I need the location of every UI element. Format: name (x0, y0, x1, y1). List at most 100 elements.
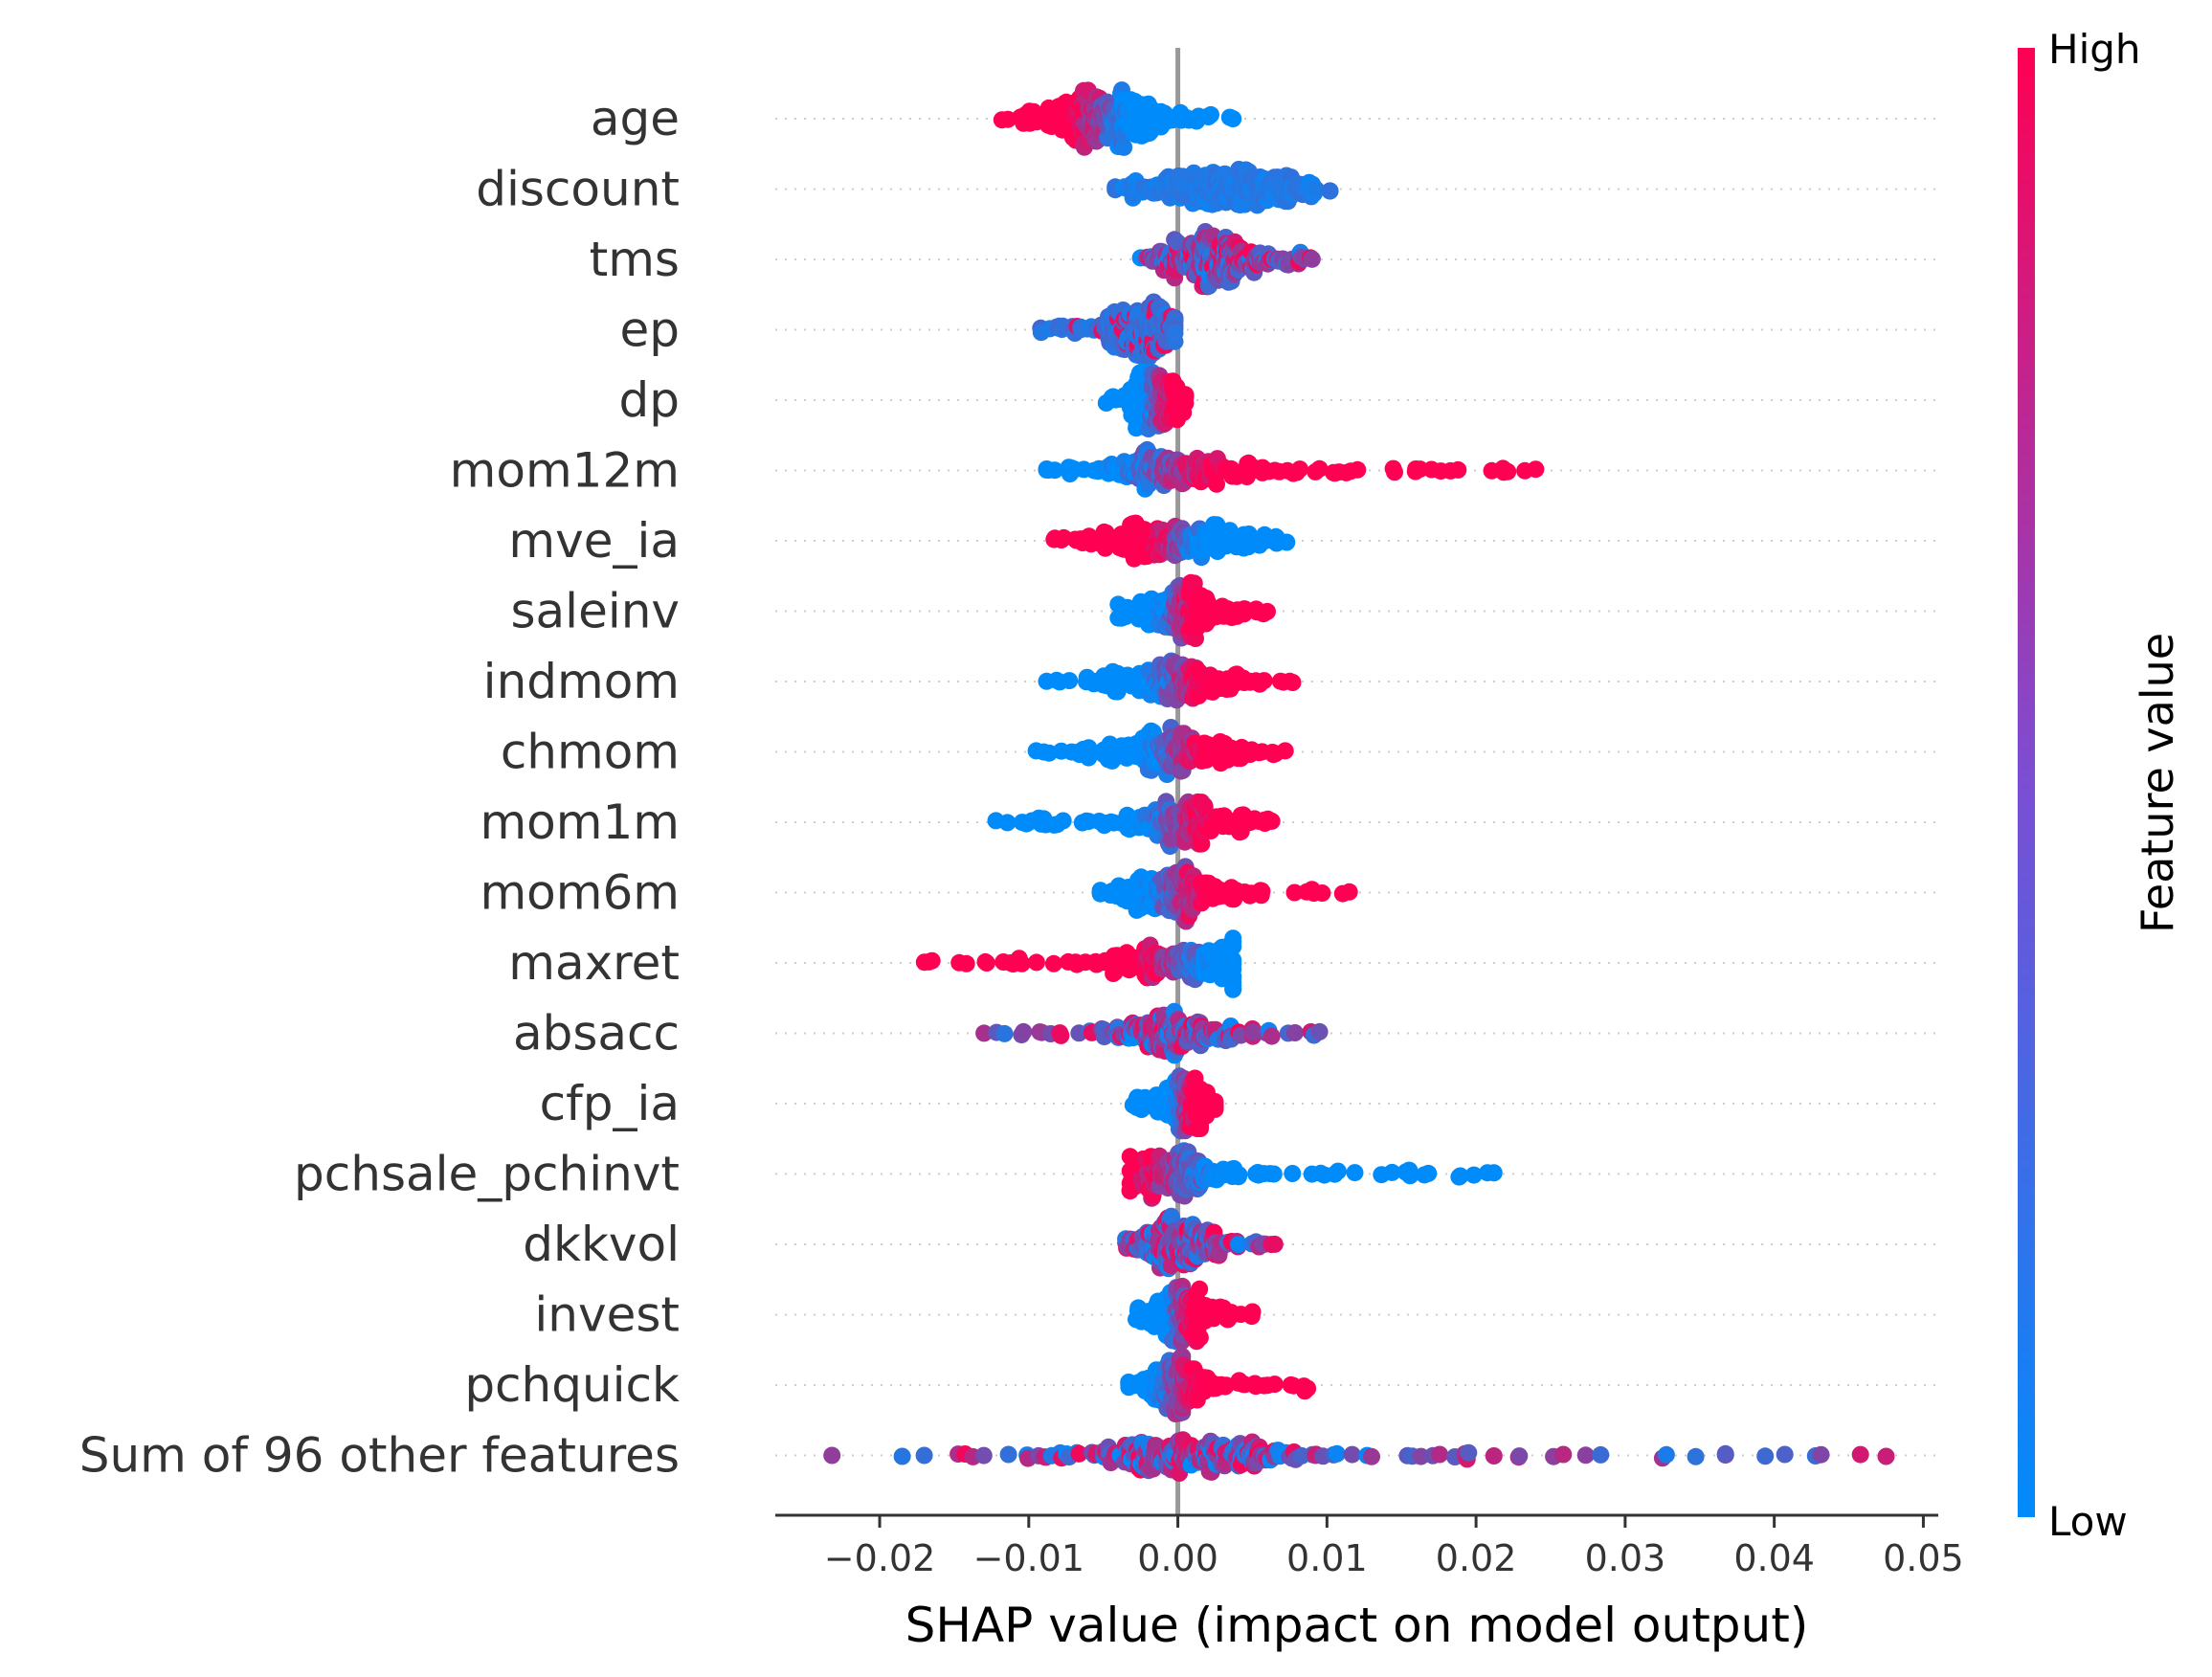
shap-point (1657, 1445, 1675, 1464)
shap-point (1262, 1027, 1281, 1045)
shap-point (1027, 953, 1045, 972)
feature-label: mom12m (450, 443, 680, 499)
x-tick-label: 0.03 (1585, 1537, 1666, 1579)
shap-point (893, 1447, 911, 1465)
shap-point (1253, 883, 1271, 901)
feature-label: indmom (483, 654, 680, 709)
shap-point (1328, 1444, 1346, 1463)
feature-label: dkkvol (523, 1217, 680, 1272)
shap-point (1169, 234, 1187, 252)
shap-point (1321, 182, 1339, 200)
row-gridlines (775, 118, 1938, 1457)
shap-point (1224, 110, 1242, 128)
colorbar-high-label: High (2048, 26, 2141, 73)
shap-point (977, 954, 995, 972)
shap-point (1291, 460, 1308, 479)
x-tick-label: 0.00 (1137, 1537, 1218, 1579)
shap-point (1877, 1447, 1895, 1465)
feature-label: discount (476, 162, 680, 217)
shap-point (1485, 1447, 1503, 1465)
shap-point (1285, 1024, 1304, 1041)
shap-point (1224, 969, 1242, 987)
shap-point (1554, 1445, 1573, 1464)
shap-point (1191, 1280, 1209, 1298)
shap-point (1499, 462, 1517, 481)
shap-point (957, 954, 975, 973)
shap-point (1510, 1447, 1529, 1465)
shap-point (1163, 1208, 1180, 1226)
shap-point (1401, 1167, 1419, 1185)
shap-point (1265, 1235, 1284, 1253)
shap-point (1310, 459, 1329, 478)
shap-point (1756, 1447, 1775, 1465)
feature-label: Sum of 96 other features (79, 1428, 680, 1484)
shap-point (1244, 1023, 1262, 1041)
feature-label: absacc (513, 1006, 680, 1062)
feature-label: tms (590, 232, 680, 287)
shap-point (1383, 1163, 1401, 1181)
shap-point (1070, 1444, 1088, 1463)
shap-point (915, 1446, 933, 1465)
shap-point (1052, 1026, 1070, 1044)
shap-point (1449, 460, 1467, 479)
shap-point (1460, 1443, 1478, 1462)
shap-point (998, 814, 1017, 832)
shap-point (1082, 744, 1100, 762)
feature-label: mom1m (480, 794, 680, 850)
shap-point (999, 1445, 1017, 1464)
shap-point (1015, 1022, 1033, 1040)
shap-point (1013, 954, 1031, 973)
feature-label: age (591, 91, 680, 146)
shap-point (1776, 1445, 1794, 1464)
shap-point (1485, 1164, 1503, 1182)
shap-point (1343, 1445, 1361, 1464)
shap-point (1206, 1096, 1224, 1114)
shap-point (1262, 812, 1281, 830)
shap-point (1363, 1447, 1380, 1465)
shap-point (1115, 138, 1133, 156)
shap-point (1230, 1166, 1248, 1184)
shap-point (1265, 1375, 1284, 1394)
shap-point (1299, 1379, 1317, 1398)
feature-label: chmom (501, 725, 680, 780)
feature-label: dp (619, 372, 680, 428)
shap-point (1284, 1165, 1302, 1182)
x-axis: −0.02 −0.01 0.00 0.01 0.02 0.03 0.04 0.05 (775, 1513, 1964, 1579)
feature-label: mve_ia (508, 513, 680, 569)
shap-point (1687, 1447, 1705, 1465)
shap-point (1812, 1445, 1830, 1464)
shap-point (1303, 250, 1321, 268)
shap-point (1176, 389, 1195, 407)
shap-point (1191, 1329, 1209, 1347)
x-tick-label: 0.02 (1436, 1537, 1517, 1579)
shap-point (975, 1024, 994, 1042)
shap-point (1243, 1303, 1262, 1321)
shap-point (1346, 1164, 1364, 1182)
shap-point (1592, 1445, 1610, 1464)
shap-point (1716, 1444, 1734, 1463)
shap-point (1307, 181, 1326, 199)
shap-point (1224, 938, 1242, 955)
shap-point (1386, 463, 1403, 481)
shap-point (1224, 954, 1242, 973)
colorbar-gradient (2018, 48, 2035, 1517)
shap-point (1044, 954, 1062, 973)
x-tick-label: −0.01 (973, 1537, 1084, 1579)
shap-point (1276, 742, 1294, 760)
shap-point (1054, 812, 1072, 830)
shap-point (1464, 1166, 1483, 1184)
shap-point (823, 1446, 841, 1465)
shap-point (1340, 883, 1358, 901)
feature-label: invest (534, 1287, 680, 1343)
shap-point (1208, 475, 1225, 493)
x-tick-label: −0.02 (824, 1537, 935, 1579)
feature-label: maxret (508, 935, 680, 991)
shap-point (995, 1024, 1014, 1042)
feature-label: cfp_ia (540, 1076, 680, 1131)
shap-point (1061, 672, 1079, 690)
shap-point (1527, 460, 1545, 479)
shap-point (1255, 672, 1273, 690)
shap-point (1259, 602, 1276, 620)
